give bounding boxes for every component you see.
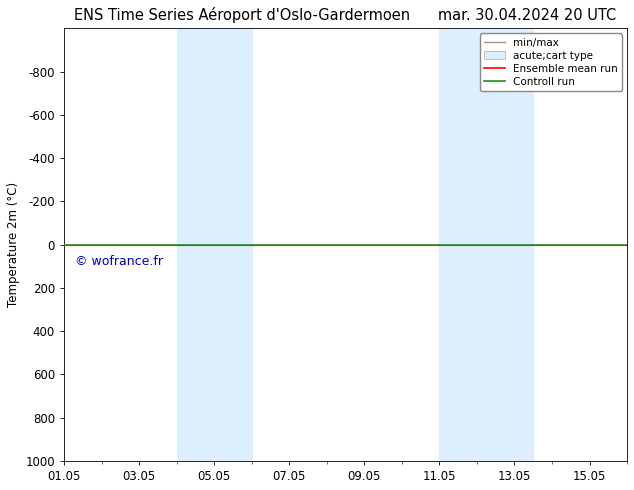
Text: © wofrance.fr: © wofrance.fr [75,255,164,269]
Title: ENS Time Series Aéroport d'Oslo-Gardermoen      mar. 30.04.2024 20 UTC: ENS Time Series Aéroport d'Oslo-Gardermo… [74,7,617,23]
Y-axis label: Temperature 2m (°C): Temperature 2m (°C) [7,182,20,307]
Bar [177,28,252,461]
Legend: min/max, acute;cart type, Ensemble mean run, Controll run: min/max, acute;cart type, Ensemble mean … [479,33,622,91]
Bar [439,28,533,461]
